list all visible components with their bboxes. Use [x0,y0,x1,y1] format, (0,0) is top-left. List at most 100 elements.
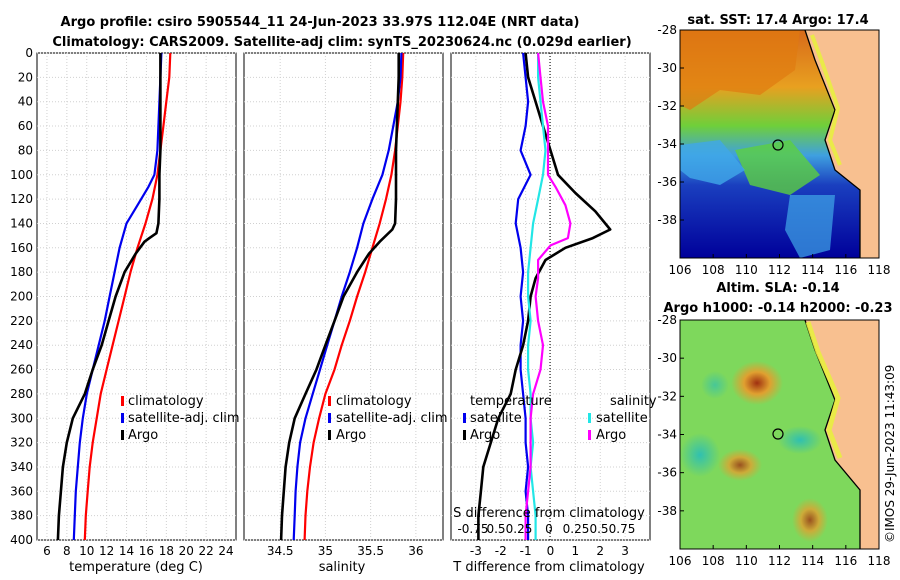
depth-tick-label: 40 [18,95,33,109]
top-tick-label: 0 [545,522,553,536]
depth-tick-label: 0 [25,46,33,60]
x-tick-label: 16 [139,544,154,558]
x-tick-label: 34.5 [267,544,294,558]
salinity-x-label: salinity [319,560,366,575]
depth-tick-label: 400 [10,533,33,547]
x-tick-label: 22 [199,544,214,558]
map-x-tick-label: 112 [768,263,791,277]
legend-satellite-adj: satellite-adj. clim [336,411,448,426]
x-tick-label: -2 [495,544,507,558]
x-tick-label: 8 [63,544,71,558]
depth-tick-label: 60 [18,119,33,133]
map-x-tick-label: 116 [834,263,857,277]
header-line-1: Argo profile: csiro 5905544_11 24-Jun-20… [61,15,580,30]
depth-tick-label: 260 [10,363,33,377]
map-x-tick-label: 110 [735,263,758,277]
series-line-argo [56,53,162,541]
map-x-tick-label: 106 [669,263,692,277]
x-tick-label: 2 [596,544,604,558]
x-tick-label: 20 [179,544,194,558]
legend-marker-sal-argo [588,430,591,440]
depth-tick-label: 140 [10,216,33,230]
depth-tick-label: 220 [10,314,33,328]
map-x-tick-label: 114 [801,554,824,568]
sla-map-title: Altim. SLA: -0.14 [716,281,839,296]
temperature-x-label: temperature (deg C) [69,560,203,575]
salinity-gridlines [244,52,443,541]
legend-marker-temp-satellite [463,413,466,423]
x-tick-label: 3 [621,544,629,558]
sla-map-subtitle: Argo h1000: -0.14 h2000: -0.23 [663,301,892,316]
map-y-tick-label: -34 [657,428,677,442]
legend-marker-sal-satellite [588,413,591,423]
sla-map: Altim. SLA: -0.14 Argo h1000: -0.14 h200… [657,281,892,568]
legend-sal-argo: Argo [596,428,626,443]
legend-marker-temp-argo [463,430,466,440]
x-tick-label: 12 [99,544,114,558]
salinity-panel: 34.5 35 35.5 36 salinity climatology satell… [243,52,448,575]
x-tick-label: 10 [79,544,94,558]
legend-marker-climatology [328,396,331,406]
x-tick-label: 6 [43,544,51,558]
top-tick-label: 0.5 [486,522,505,536]
x-tick-label: -1 [520,544,532,558]
difference-x-tick-labels: -3 -2 -1 0 1 2 3 [470,544,629,558]
legend-marker-climatology [121,396,124,406]
depth-tick-label: 160 [10,241,33,255]
depth-tick-label: 340 [10,460,33,474]
map-x-tick-label: 114 [801,263,824,277]
sst-map-y-ticks: -28 -30 -32 -34 -36 -38 [657,23,684,227]
sst-map-x-ticks: 106 108 110 112 114 116 118 [669,254,891,277]
map-y-tick-label: -34 [657,137,677,151]
top-tick-label: 0.25 [563,522,590,536]
sst-map-image [680,30,879,258]
map-x-tick-label: 112 [768,554,791,568]
legend-group-temperature: temperature [470,394,552,409]
difference-top-x-label: S difference from climatology [453,506,645,521]
depth-tick-label: 20 [18,70,33,84]
map-y-tick-label: -32 [657,99,677,113]
sla-map-image [680,320,879,549]
depth-tick-label: 100 [10,168,33,182]
series-line-climatology [83,52,172,541]
legend-climatology: climatology [336,394,412,409]
series-line-argo [279,53,401,541]
legend-satellite-adj: satellite-adj. clim [128,411,240,426]
difference-series [477,52,612,540]
map-y-tick-label: -28 [657,313,677,327]
legend-climatology: climatology [128,394,204,409]
sla-float-marker [772,428,784,440]
legend-sal-satellite: satellite [596,411,648,426]
x-tick-label: 35.5 [357,544,384,558]
x-tick-label: -3 [470,544,482,558]
temperature-x-tick-labels: 6 8 10 12 14 16 18 20 22 24 [43,544,234,558]
sla-map-y-ticks: -28 -30 -32 -34 -36 -38 [657,313,684,518]
depth-tick-label: 200 [10,290,33,304]
legend-marker-satellite [121,413,124,423]
map-x-tick-label: 108 [702,263,725,277]
depth-tick-label: 280 [10,387,33,401]
depth-tick-label: 320 [10,436,33,450]
series-line-temperature-argo [477,52,612,540]
difference-gridlines [451,52,650,541]
map-y-tick-label: -36 [657,175,677,189]
difference-x-label: T difference from climatology [452,560,645,575]
map-y-tick-label: -36 [657,466,677,480]
difference-legend: temperature salinity satellite Argo sate… [463,394,657,443]
map-x-tick-label: 118 [868,263,891,277]
top-tick-label: 0.75 [609,522,636,536]
sst-float-marker [772,139,784,151]
legend-temp-argo: Argo [470,428,500,443]
difference-panel: -3 -2 -1 0 1 2 3 T difference from climatology… [450,52,657,575]
x-tick-label: 1 [572,544,580,558]
salinity-legend: climatology satellite-adj. clim Argo [328,394,448,443]
map-x-tick-label: 108 [702,554,725,568]
depth-tick-label: 300 [10,411,33,425]
top-tick-label: -0.75 [457,522,488,536]
map-y-tick-label: -28 [657,23,677,37]
credit-text: ©IMOS 29-Jun-2023 11:43:09 [883,365,897,543]
x-tick-label: 24 [218,544,233,558]
map-x-tick-label: 116 [834,554,857,568]
legend-argo: Argo [336,428,366,443]
depth-tick-label: 240 [10,338,33,352]
